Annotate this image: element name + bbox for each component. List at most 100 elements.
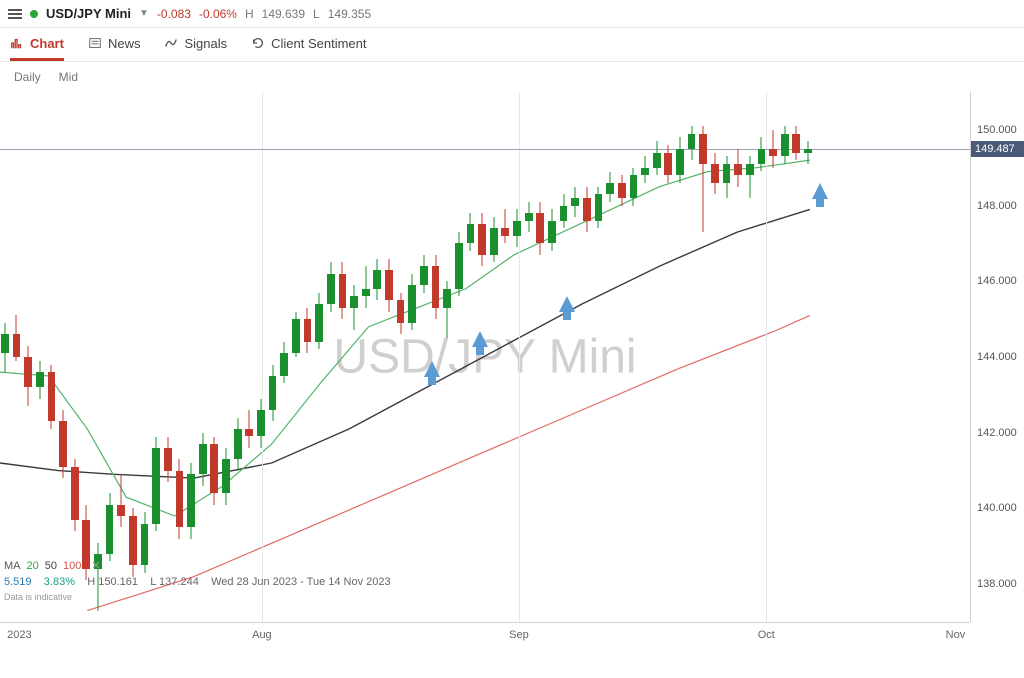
- candle[interactable]: [525, 202, 533, 232]
- candle[interactable]: [618, 175, 626, 205]
- close-icon[interactable]: ✕: [91, 558, 100, 575]
- tab-chart[interactable]: Chart: [10, 28, 64, 61]
- ma50-period[interactable]: 50: [45, 558, 57, 575]
- candle[interactable]: [280, 342, 288, 384]
- signals-icon: [164, 36, 178, 50]
- candle[interactable]: [432, 255, 440, 319]
- candle[interactable]: [699, 126, 707, 232]
- candle[interactable]: [792, 126, 800, 160]
- candle[interactable]: [210, 437, 218, 505]
- candle[interactable]: [595, 187, 603, 229]
- candle[interactable]: [734, 149, 742, 187]
- candle[interactable]: [723, 156, 731, 198]
- price-change-pct: -0.06%: [199, 7, 237, 21]
- candle[interactable]: [443, 281, 451, 338]
- chart-icon: [10, 36, 24, 50]
- tab-sentiment[interactable]: Client Sentiment: [251, 28, 366, 61]
- candle[interactable]: [467, 213, 475, 251]
- timeframe-daily[interactable]: Daily: [14, 70, 41, 84]
- candle[interactable]: [758, 137, 766, 171]
- candle[interactable]: [746, 156, 754, 198]
- candle[interactable]: [315, 293, 323, 350]
- candle[interactable]: [548, 209, 556, 251]
- candle[interactable]: [350, 285, 358, 330]
- candle[interactable]: [24, 346, 32, 407]
- candle[interactable]: [630, 168, 638, 206]
- candle[interactable]: [408, 274, 416, 331]
- candle[interactable]: [373, 259, 381, 301]
- candle[interactable]: [769, 130, 777, 168]
- candle[interactable]: [571, 187, 579, 217]
- y-tick: 144.000: [977, 351, 1017, 363]
- annotation-arrow: [812, 183, 828, 199]
- candle[interactable]: [664, 145, 672, 183]
- high-label: H: [245, 7, 254, 21]
- tab-chart-label: Chart: [30, 36, 64, 51]
- candle[interactable]: [199, 433, 207, 486]
- x-tick: Oct: [758, 629, 775, 641]
- candle[interactable]: [583, 187, 591, 232]
- candle[interactable]: [1, 323, 9, 372]
- candle[interactable]: [420, 255, 428, 293]
- candle[interactable]: [71, 459, 79, 531]
- candle[interactable]: [304, 308, 312, 353]
- market-status-dot: [30, 10, 38, 18]
- ma100-period[interactable]: 100: [63, 558, 81, 575]
- candle[interactable]: [234, 418, 242, 471]
- chevron-down-icon[interactable]: ▼: [139, 8, 149, 19]
- x-tick: Sep: [509, 629, 529, 641]
- tab-news[interactable]: News: [88, 28, 141, 61]
- plot-area[interactable]: USD/JPY Mini: [0, 92, 970, 622]
- candle[interactable]: [804, 141, 812, 164]
- candle[interactable]: [59, 410, 67, 478]
- candle[interactable]: [164, 437, 172, 482]
- candle[interactable]: [385, 259, 393, 312]
- candle[interactable]: [455, 232, 463, 296]
- candle[interactable]: [478, 213, 486, 266]
- candle[interactable]: [688, 126, 696, 160]
- candle[interactable]: [245, 410, 253, 448]
- candle[interactable]: [501, 209, 509, 243]
- candle[interactable]: [48, 365, 56, 429]
- candle[interactable]: [560, 194, 568, 228]
- x-tick: Aug: [252, 629, 272, 641]
- x-tick: 2023: [7, 629, 31, 641]
- footer-h-label: H: [87, 576, 95, 588]
- candle[interactable]: [513, 209, 521, 247]
- candle[interactable]: [362, 266, 370, 308]
- candle[interactable]: [781, 126, 789, 164]
- current-price-tag: 149.487: [971, 141, 1024, 157]
- price-change: -0.083: [157, 7, 191, 21]
- menu-icon[interactable]: [8, 9, 22, 19]
- news-icon: [88, 36, 102, 50]
- candle[interactable]: [653, 141, 661, 175]
- candle[interactable]: [36, 361, 44, 399]
- tab-signals[interactable]: Signals: [164, 28, 227, 61]
- price-type-mid[interactable]: Mid: [59, 70, 78, 84]
- low-label: L: [313, 7, 320, 21]
- candle[interactable]: [292, 312, 300, 357]
- candle[interactable]: [106, 493, 114, 561]
- ma20-period[interactable]: 20: [27, 558, 39, 575]
- candle[interactable]: [397, 293, 405, 335]
- candle[interactable]: [711, 153, 719, 195]
- candle[interactable]: [257, 399, 265, 448]
- candle[interactable]: [536, 202, 544, 255]
- footer-v2: 3.83%: [44, 576, 75, 588]
- candle[interactable]: [490, 217, 498, 262]
- candle[interactable]: [152, 437, 160, 532]
- candle[interactable]: [222, 448, 230, 505]
- candle[interactable]: [641, 156, 649, 183]
- chart-container: USD/JPY Mini 138.000140.000142.000144.00…: [0, 92, 1024, 652]
- candle[interactable]: [339, 262, 347, 319]
- candle[interactable]: [676, 137, 684, 182]
- candle[interactable]: [187, 463, 195, 539]
- candle[interactable]: [327, 262, 335, 311]
- candle[interactable]: [117, 474, 125, 527]
- candle[interactable]: [606, 172, 614, 202]
- candle[interactable]: [176, 459, 184, 539]
- candle[interactable]: [13, 315, 21, 360]
- candle[interactable]: [269, 365, 277, 422]
- tab-news-label: News: [108, 36, 141, 51]
- symbol-title[interactable]: USD/JPY Mini: [46, 6, 131, 21]
